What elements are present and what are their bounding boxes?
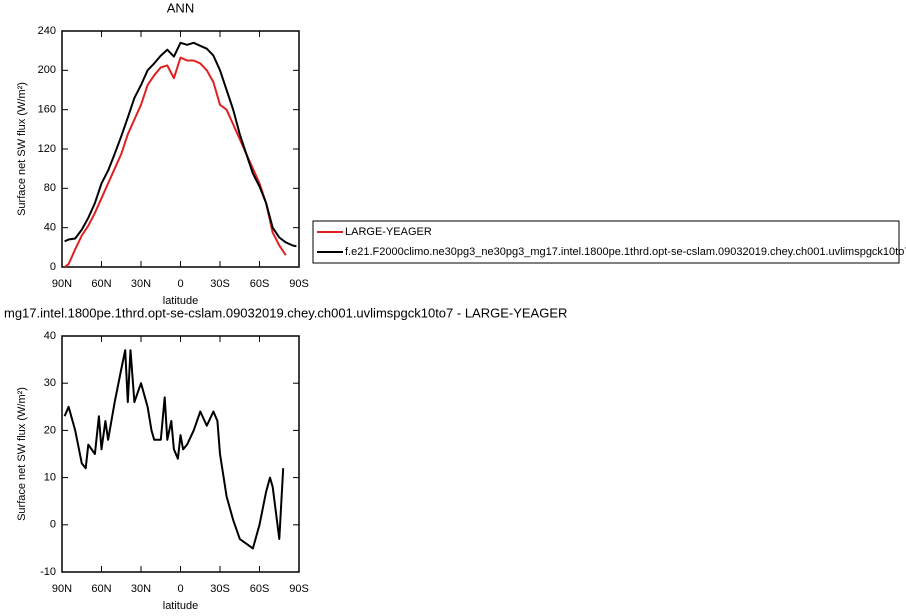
x-tick-label: 60S [250, 583, 270, 595]
series-line [64, 56, 287, 268]
series-line [63, 349, 285, 550]
y-tick-label: -10 [40, 566, 56, 578]
y-tick-label: 40 [44, 222, 56, 234]
plot-frame [61, 30, 300, 268]
y-tick-label: 30 [44, 377, 56, 389]
series-line [64, 41, 297, 248]
x-tick-label: 30S [210, 278, 230, 290]
y-tick-label: 0 [50, 519, 56, 531]
y-tick-label: 0 [50, 261, 56, 273]
x-tick-label: 30S [210, 583, 230, 595]
y-tick-label: 10 [44, 472, 56, 484]
x-tick-label: 90N [52, 583, 72, 595]
legend-box [312, 220, 900, 264]
y-tick-label: 160 [38, 104, 56, 116]
x-tick-label: 0 [177, 278, 183, 290]
x-tick-label: 90S [289, 583, 309, 595]
legend-label: f.e21.F2000climo.ne30pg3_ne30pg3_mg17.in… [345, 246, 906, 258]
chart-title: ANN [167, 0, 194, 15]
x-tick-label: 60N [91, 278, 111, 290]
y-axis-label: Surface net SW flux (W/m²) [16, 387, 28, 521]
x-tick-label: 90S [289, 278, 309, 290]
x-tick-label: 60S [250, 278, 270, 290]
chart-title: mg17.intel.1800pe.1thrd.opt-se-cslam.090… [4, 305, 567, 320]
x-axis-label: latitude [163, 600, 198, 612]
x-tick-label: 30N [131, 583, 151, 595]
x-tick-label: 0 [177, 583, 183, 595]
y-tick-label: 20 [44, 424, 56, 436]
y-tick-label: 240 [38, 25, 56, 37]
x-axis-label: latitude [163, 295, 198, 307]
x-tick-label: 30N [131, 278, 151, 290]
y-tick-label: 40 [44, 330, 56, 342]
plot-frame [61, 335, 300, 573]
y-tick-label: 80 [44, 182, 56, 194]
y-tick-label: 200 [38, 64, 56, 76]
legend-label: LARGE-YEAGER [345, 226, 432, 238]
y-axis-label: Surface net SW flux (W/m²) [16, 82, 28, 216]
y-tick-label: 120 [38, 143, 56, 155]
x-tick-label: 90N [52, 278, 72, 290]
x-tick-label: 60N [91, 583, 111, 595]
